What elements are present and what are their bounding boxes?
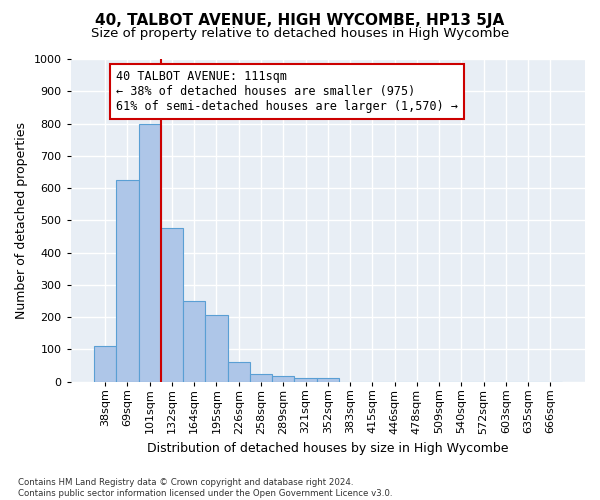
Bar (161, 228, 183, 382)
Bar (317, 378, 339, 382)
Text: 40 TALBOT AVENUE: 111sqm
← 38% of detached houses are smaller (975)
61% of semi-: 40 TALBOT AVENUE: 111sqm ← 38% of detach… (116, 70, 458, 114)
Bar (227, 362, 250, 382)
X-axis label: Distribution of detached houses by size in High Wycombe: Distribution of detached houses by size … (147, 442, 509, 455)
Bar (94, 346, 116, 382)
Bar (250, 374, 272, 382)
Text: 40, TALBOT AVENUE, HIGH WYCOMBE, HP13 5JA: 40, TALBOT AVENUE, HIGH WYCOMBE, HP13 5J… (95, 12, 505, 28)
Bar (116, 180, 139, 382)
Text: Size of property relative to detached houses in High Wycombe: Size of property relative to detached ho… (91, 28, 509, 40)
Bar (205, 316, 227, 382)
Bar (272, 376, 295, 382)
Bar (183, 301, 205, 382)
Bar (139, 124, 161, 382)
Bar (295, 378, 317, 382)
Text: Contains HM Land Registry data © Crown copyright and database right 2024.
Contai: Contains HM Land Registry data © Crown c… (18, 478, 392, 498)
Y-axis label: Number of detached properties: Number of detached properties (15, 122, 28, 319)
